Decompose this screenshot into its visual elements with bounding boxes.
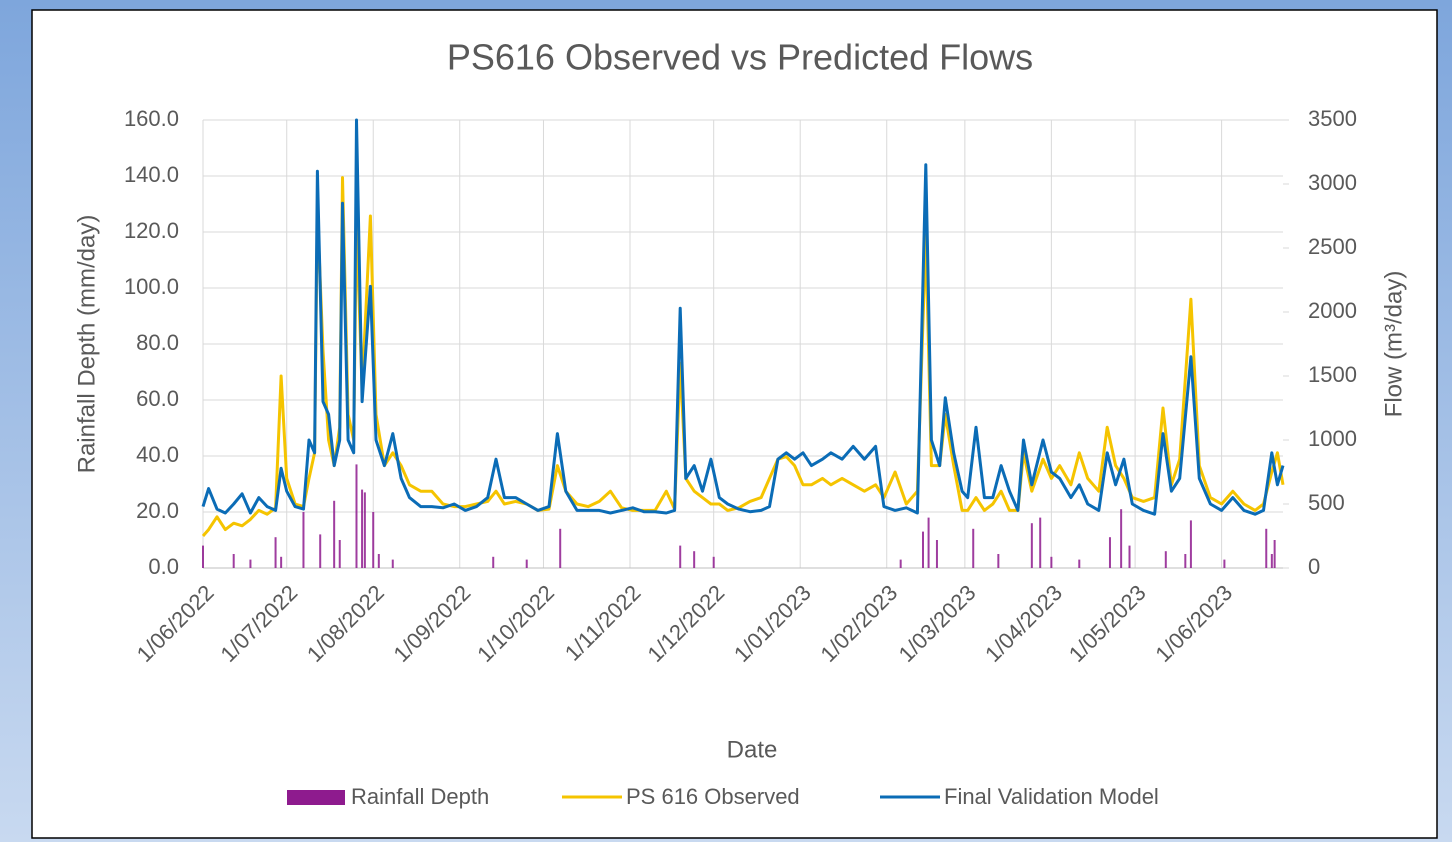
rain-bar bbox=[361, 489, 364, 568]
rain-bar bbox=[274, 537, 277, 568]
rain-bar bbox=[363, 492, 366, 568]
rain-bar bbox=[391, 559, 394, 568]
rain-bar bbox=[693, 551, 696, 568]
y-tick-label: 40.0 bbox=[136, 442, 179, 467]
y2-tick-label: 1500 bbox=[1308, 362, 1357, 387]
rain-bar bbox=[232, 554, 235, 568]
y-tick-label: 0.0 bbox=[148, 554, 179, 579]
flow-line bbox=[201, 118, 1285, 516]
y2-axis-label: Flow (m³/day) bbox=[1380, 271, 1407, 418]
rain-bar bbox=[997, 554, 1000, 568]
rain-bar bbox=[302, 512, 305, 568]
rain-bar bbox=[1270, 554, 1273, 568]
rain-bar bbox=[922, 531, 924, 568]
rain-bar bbox=[1273, 540, 1276, 568]
y-tick-label: 100.0 bbox=[124, 274, 179, 299]
y-tick-label: 120.0 bbox=[124, 218, 179, 243]
y2-tick-label: 2500 bbox=[1308, 234, 1357, 259]
chart-title: PS616 Observed vs Predicted Flows bbox=[447, 37, 1033, 78]
rain-bar bbox=[559, 528, 562, 568]
y2-tick-label: 0 bbox=[1308, 554, 1320, 579]
rain-bar bbox=[927, 517, 930, 568]
legend-swatch bbox=[287, 790, 345, 805]
rain-bar bbox=[972, 528, 975, 568]
rain-bar bbox=[1108, 537, 1111, 568]
rain-bar bbox=[1128, 545, 1131, 568]
rain-bar bbox=[935, 540, 938, 568]
legend-label: PS 616 Observed bbox=[626, 784, 800, 809]
rain-bar bbox=[1120, 509, 1123, 568]
legend-label: Final Validation Model bbox=[944, 784, 1159, 809]
rain-bar bbox=[1184, 554, 1187, 568]
y2-tick-label: 1000 bbox=[1308, 426, 1357, 451]
chart-frame bbox=[31, 9, 1438, 839]
y-tick-label: 140.0 bbox=[124, 162, 179, 187]
rain-bar bbox=[712, 556, 715, 568]
rain-bar bbox=[372, 512, 375, 568]
rain-bar bbox=[280, 556, 283, 568]
rain-bar bbox=[1223, 559, 1226, 568]
y-tick-label: 160.0 bbox=[124, 106, 179, 131]
rain-bar bbox=[1265, 528, 1268, 568]
y-tick-label: 20.0 bbox=[136, 498, 179, 523]
y-tick-label: 80.0 bbox=[136, 330, 179, 355]
rain-bar bbox=[492, 556, 495, 568]
rain-bar bbox=[1039, 517, 1042, 568]
rain-bar bbox=[333, 500, 336, 568]
rain-bar bbox=[202, 545, 204, 568]
rain-bar bbox=[1078, 559, 1081, 568]
y-tick-label: 60.0 bbox=[136, 386, 179, 411]
rain-bar bbox=[1189, 520, 1192, 568]
rain-bar bbox=[679, 545, 682, 568]
y2-tick-label: 3000 bbox=[1308, 170, 1357, 195]
legend-label: Rainfall Depth bbox=[351, 784, 489, 809]
rain-bar bbox=[1030, 523, 1033, 568]
y2-tick-label: 500 bbox=[1308, 490, 1345, 515]
rain-bar bbox=[355, 464, 358, 568]
rain-bar bbox=[377, 554, 380, 568]
rain-bar bbox=[899, 559, 902, 568]
y2-tick-label: 2000 bbox=[1308, 298, 1357, 323]
rain-bar bbox=[319, 534, 322, 568]
rain-bar bbox=[338, 540, 341, 568]
rain-bar bbox=[1164, 551, 1167, 568]
y-axis-label: Rainfall Depth (mm/day) bbox=[73, 215, 100, 474]
rain-bar bbox=[1050, 556, 1053, 568]
rain-bar bbox=[525, 559, 528, 568]
rain-bar bbox=[249, 559, 252, 568]
x-axis-label: Date bbox=[727, 736, 778, 763]
y2-tick-label: 3500 bbox=[1308, 106, 1357, 131]
